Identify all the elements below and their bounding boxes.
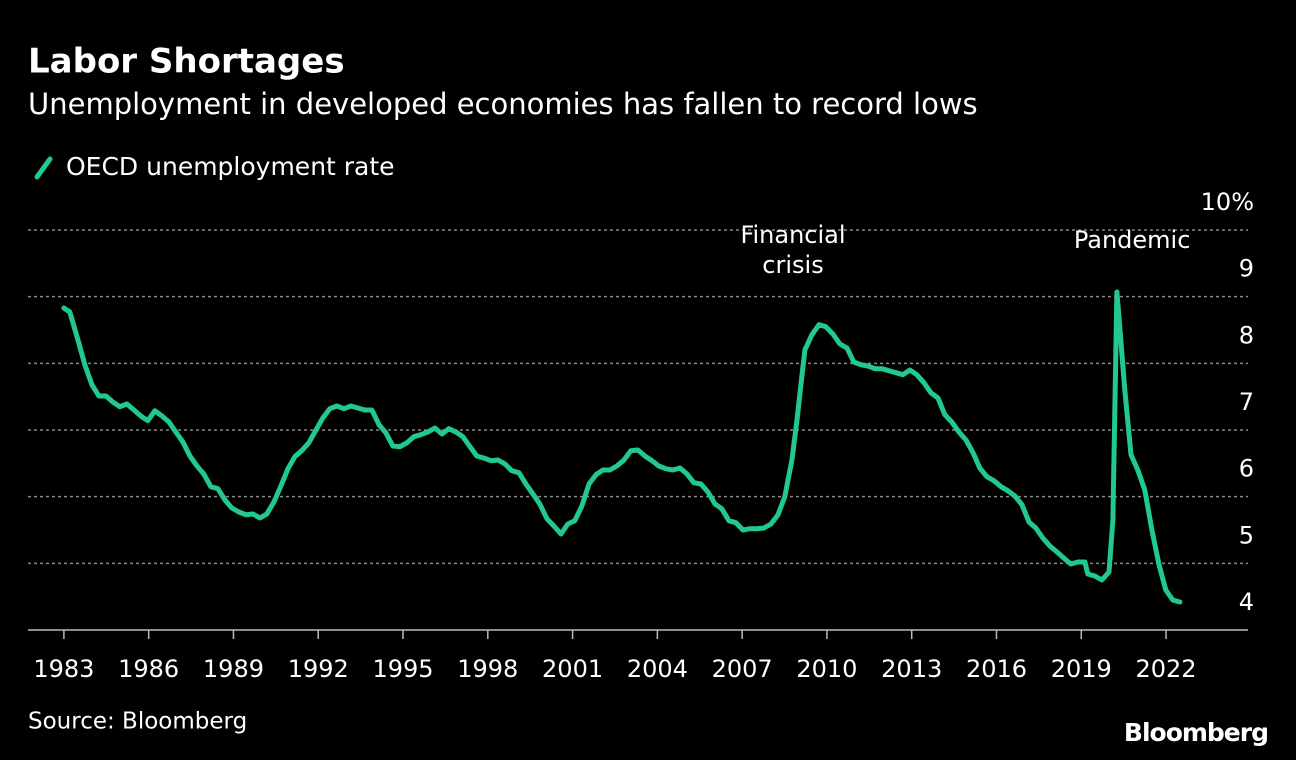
x-tick-label: 2019: [1051, 655, 1112, 683]
x-tick-label: 2013: [881, 655, 942, 683]
y-tick-label: 7: [1239, 388, 1254, 416]
brand-logo: Bloomberg: [1124, 718, 1268, 747]
x-tick-label: 1995: [372, 655, 433, 683]
x-tick-label: 2001: [542, 655, 603, 683]
y-tick-label: 10%: [1201, 188, 1254, 216]
x-tick-label: 2016: [966, 655, 1027, 683]
y-tick-label: 5: [1239, 521, 1254, 549]
x-tick-label: 1989: [203, 655, 264, 683]
x-tick-label: 1983: [33, 655, 94, 683]
data-line: [61, 289, 1183, 605]
y-tick-label: 9: [1239, 255, 1254, 283]
source: Source: Bloomberg: [28, 709, 247, 735]
annotation: Pandemic: [1074, 226, 1191, 254]
x-tick-label: 2007: [712, 655, 773, 683]
y-tick-label: 8: [1239, 321, 1254, 349]
chart-subtitle: Unemployment in developed economies has …: [28, 87, 978, 121]
chart-title: Labor Shortages: [28, 42, 345, 82]
legend-label: OECD unemployment rate: [66, 152, 395, 181]
x-tick-label: 2010: [796, 655, 857, 683]
y-tick-label: 6: [1239, 455, 1254, 483]
legend-swatch: [34, 156, 53, 180]
y-tick-label: 4: [1239, 588, 1254, 616]
x-tick-label: 2004: [627, 655, 688, 683]
x-tick-label: 1998: [457, 655, 518, 683]
x-tick-label: 2022: [1136, 655, 1197, 683]
x-tick-label: 1986: [118, 655, 179, 683]
annotation: crisis: [762, 251, 823, 279]
annotation: Financial: [740, 221, 845, 249]
x-tick-label: 1992: [288, 655, 349, 683]
